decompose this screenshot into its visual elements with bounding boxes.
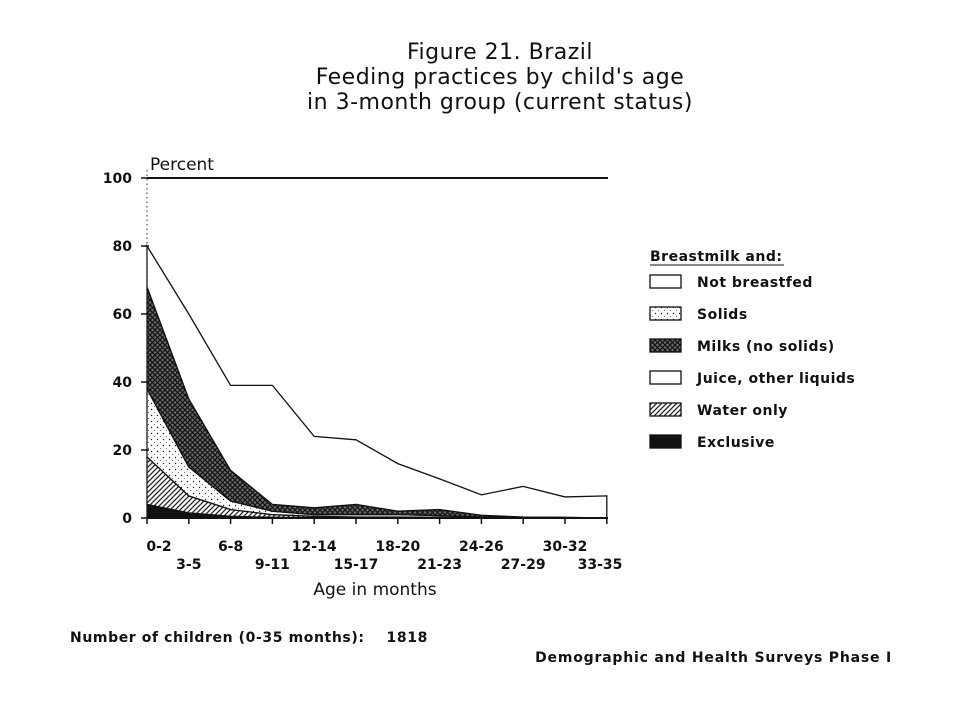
y-tick-label-80: 80 [113,239,133,255]
x-tick-label-27-29: 27-29 [501,557,546,573]
legend-swatch-exclusive [649,434,682,449]
legend-label-juice-other-liquids: Juice, other liquids [696,371,855,387]
legend-label-milks-no-solids: Milks (no solids) [697,339,835,355]
y-tick-label-20: 20 [113,443,133,459]
legend-swatch-solids [649,306,682,321]
x-tick-label-0-2: 0-2 [146,539,171,555]
legend-swatch-juice-other-liquids [649,370,682,385]
x-tick-label-3-5: 3-5 [176,557,201,573]
x-tick-label-30-32: 30-32 [543,539,588,555]
x-tick-label-18-20: 18-20 [375,539,420,555]
x-tick-label-24-26: 24-26 [459,539,504,555]
x-tick-label-9-11: 9-11 [255,557,290,573]
x-tick-label-15-17: 15-17 [334,557,379,573]
sample-size-value: 1818 [386,630,428,646]
sample-size-note: Number of children (0-35 months): 1818 [70,630,428,646]
legend-swatch-water-only [649,402,682,417]
legend-label-not-breastfed: Not breastfed [697,275,813,291]
x-tick-label-12-14: 12-14 [292,539,337,555]
x-tick-label-33-35: 33-35 [578,557,623,573]
legend-label-water-only: Water only [697,403,788,419]
y-axis-title: Percent [150,155,214,175]
legend-swatch-not-breastfed [649,274,682,289]
legend-label-solids: Solids [697,307,748,323]
chart-title: Figure 21. Brazil Feeding practices by c… [240,40,760,115]
legend: Breastmilk and: Not breastfed Solids Milks … [649,249,855,451]
title-line-1: Figure 21. Brazil [406,40,594,65]
x-tick-label-6-8: 6-8 [218,539,243,555]
title-line-2: Feeding practices by child's age [315,65,685,90]
title-line-3: in 3-month group (current status) [307,90,693,115]
y-tick-label-60: 60 [113,307,133,323]
legend-swatch-milks-no-solids [649,338,682,353]
y-tick-label-40: 40 [113,375,133,391]
source-note: Demographic and Health Surveys Phase I [535,650,892,666]
x-tick-label-21-23: 21-23 [417,557,462,573]
x-axis-title: Age in months [313,580,436,600]
legend-title: Breastmilk and: [650,249,782,265]
y-tick-label-0: 0 [122,511,132,527]
legend-label-exclusive: Exclusive [697,435,775,451]
sample-size-label: Number of children (0-35 months): [70,630,365,646]
y-tick-label-100: 100 [103,171,132,187]
